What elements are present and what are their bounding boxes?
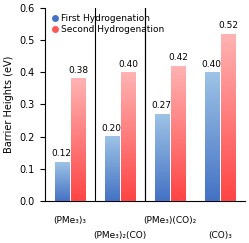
Text: 0.27: 0.27 bbox=[152, 101, 172, 110]
Text: (PMe₃)₂(CO): (PMe₃)₂(CO) bbox=[93, 231, 146, 240]
Text: 0.20: 0.20 bbox=[102, 124, 122, 133]
Text: (CO)₃: (CO)₃ bbox=[208, 231, 232, 240]
Text: (PMe₃)₃: (PMe₃)₃ bbox=[53, 216, 86, 225]
Legend: First Hydrogenation, Second Hydrogenation: First Hydrogenation, Second Hydrogenatio… bbox=[49, 13, 166, 36]
Text: 0.38: 0.38 bbox=[68, 66, 88, 75]
Text: 0.42: 0.42 bbox=[168, 53, 188, 62]
Y-axis label: Barrier Heights (eV): Barrier Heights (eV) bbox=[4, 56, 14, 153]
Text: (PMe₃)(CO)₂: (PMe₃)(CO)₂ bbox=[143, 216, 196, 225]
Text: 0.40: 0.40 bbox=[118, 60, 138, 69]
Text: 0.40: 0.40 bbox=[202, 60, 222, 69]
Text: 0.12: 0.12 bbox=[52, 149, 71, 158]
Text: 0.52: 0.52 bbox=[218, 21, 238, 30]
